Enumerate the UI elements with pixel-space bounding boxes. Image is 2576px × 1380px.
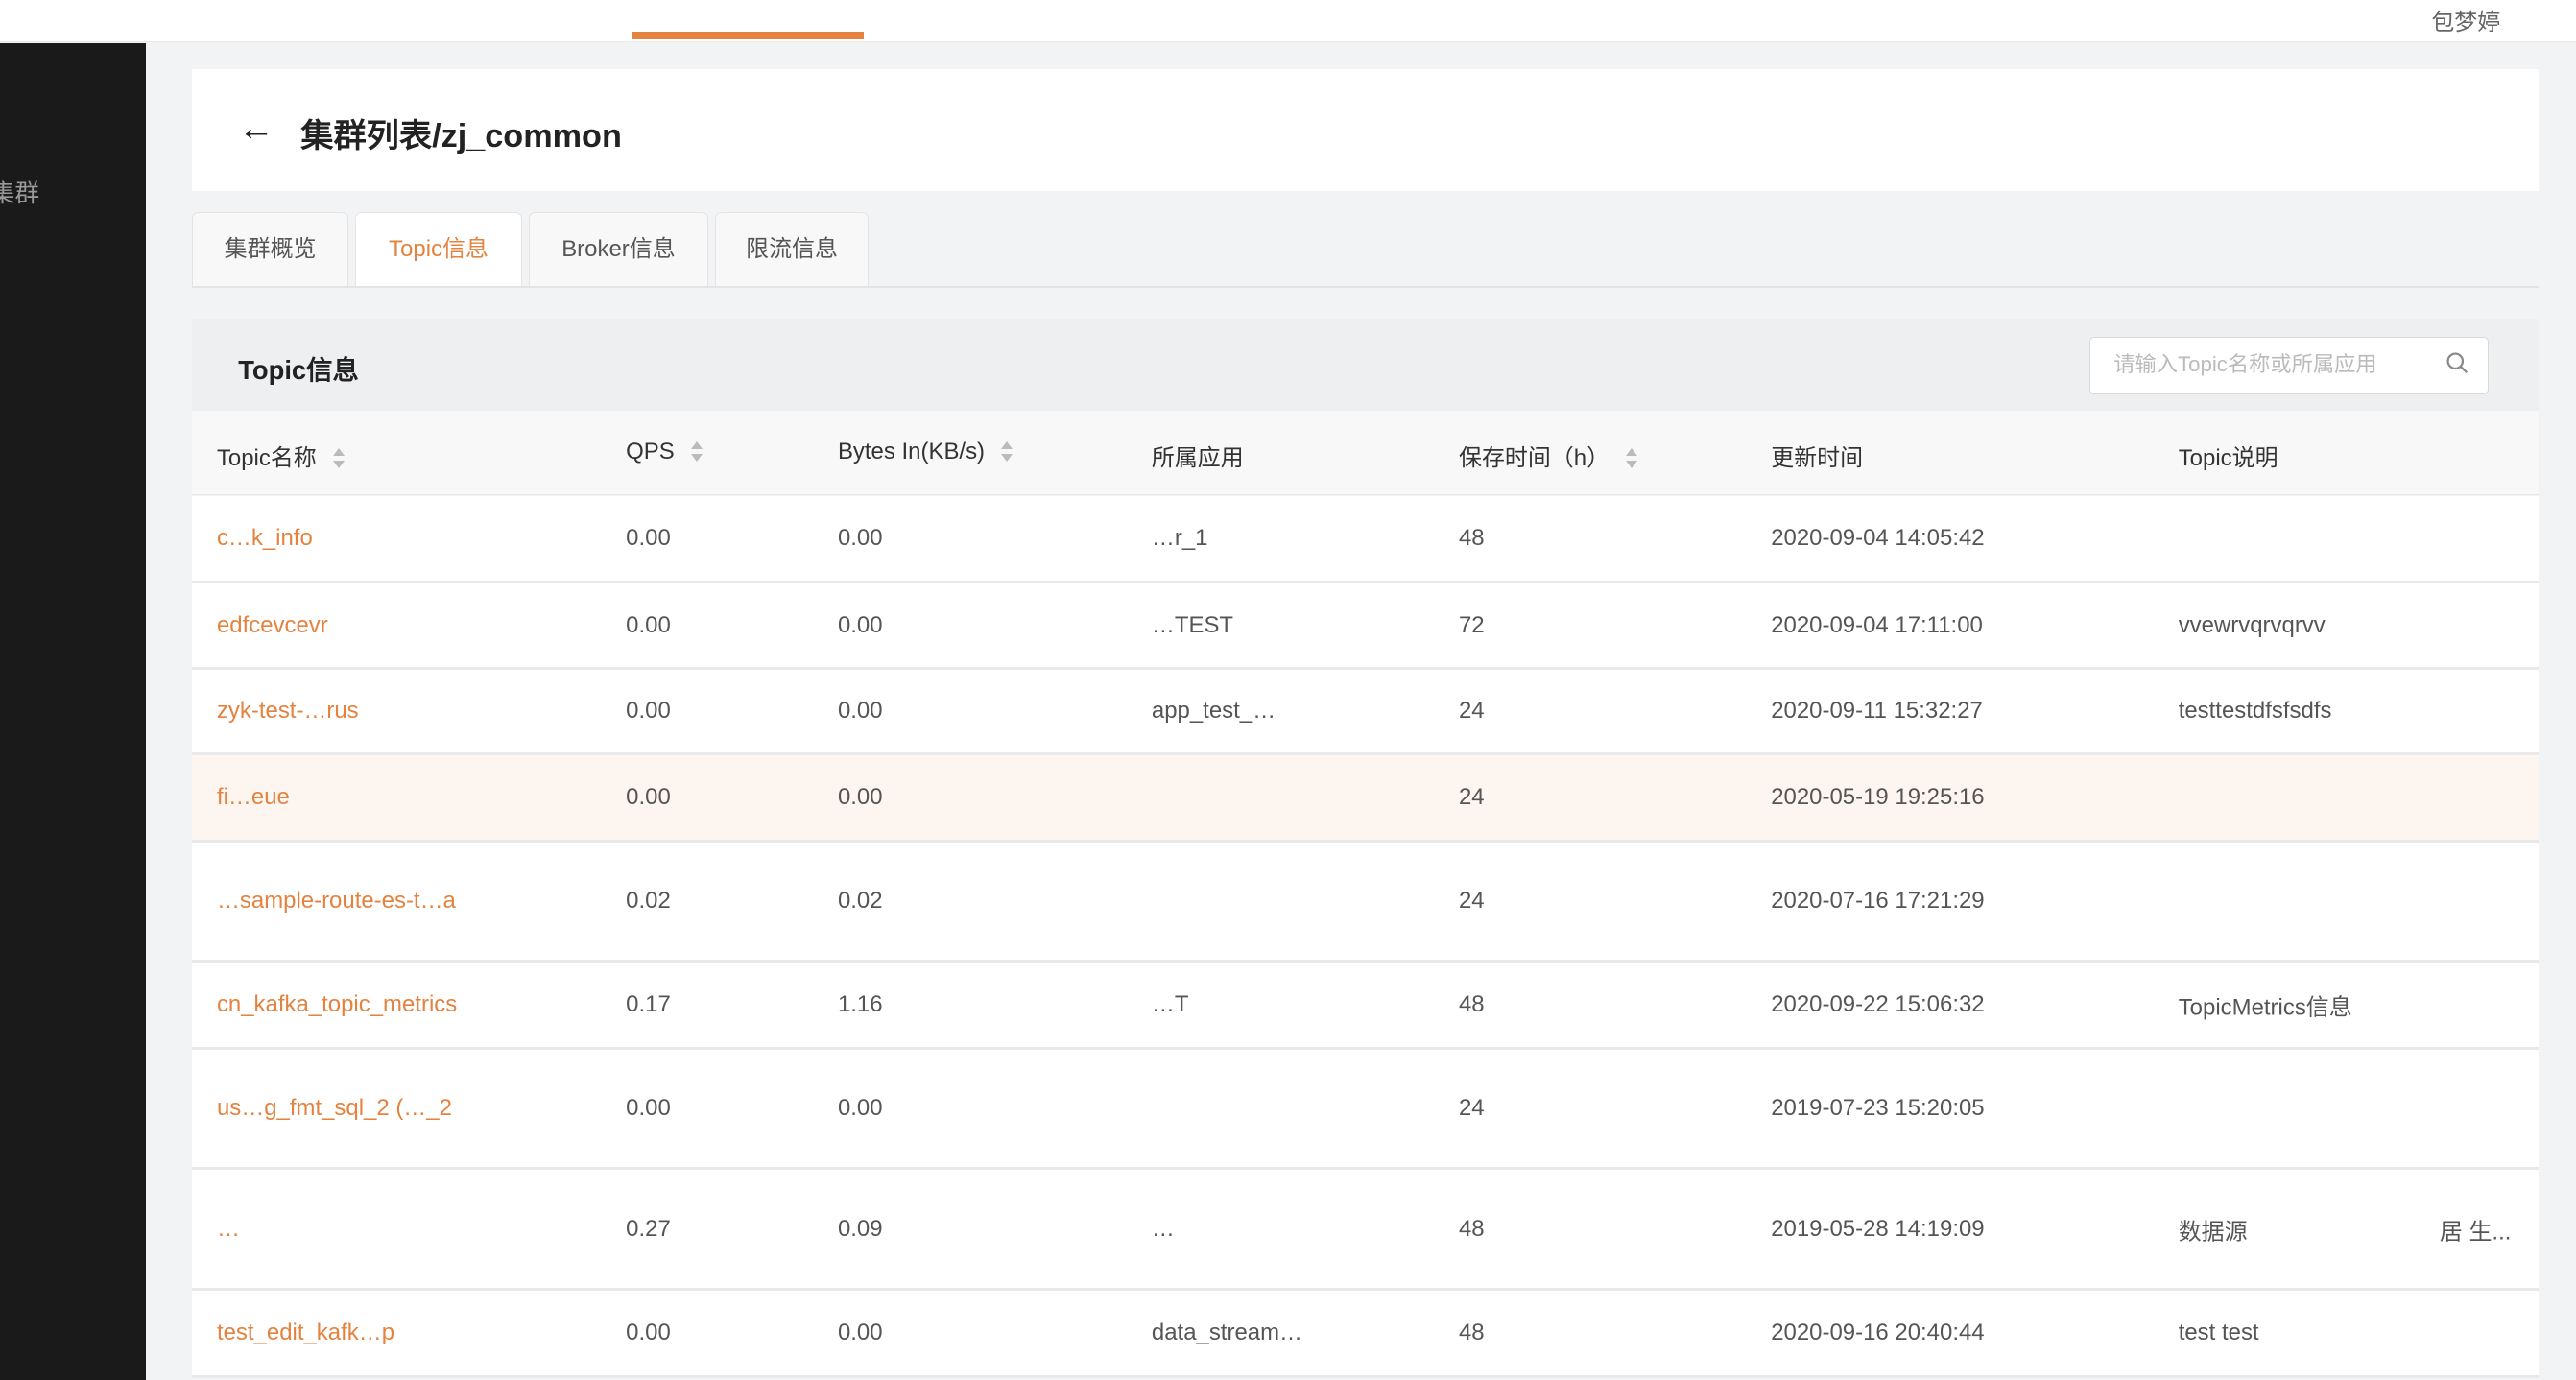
qps-cell: 0.00 — [626, 784, 671, 811]
retention-cell: 72 — [1458, 611, 1485, 638]
bytes-in-cell: 0.00 — [837, 784, 883, 811]
tab-cluster-overview[interactable]: 集群概览 — [192, 211, 348, 286]
table-row[interactable]: cn_kafka_topic_metrics 0.17 1.16 …T 48 2020-0… — [192, 963, 2539, 1050]
search-box[interactable] — [2089, 336, 2490, 394]
description-cell: testtestdfsfsdfs — [2178, 698, 2332, 725]
table-header: Topic名称 QPS Bytes In(KB/s) 所属应用 保存时间（h） … — [192, 410, 2539, 496]
description-cell: vvewrvqrvqrvv — [2178, 611, 2326, 638]
app-cell: …r_1 — [1151, 524, 1208, 551]
description-overflow-cell: 居 生... — [2439, 1219, 2512, 1246]
bytes-in-cell: 0.00 — [837, 1094, 883, 1121]
updated-time-cell: 2020-09-04 14:05:42 — [1771, 524, 1985, 551]
topic-name-link[interactable]: us…g_fmt_sql_2 (…_2 — [216, 1094, 452, 1121]
topic-name-link[interactable]: fi…eue — [216, 784, 290, 811]
column-header-qps[interactable]: QPS — [626, 439, 704, 465]
qps-cell: 0.00 — [626, 1320, 671, 1346]
updated-time-cell: 2020-09-04 17:11:00 — [1771, 611, 1983, 638]
qps-cell: 0.00 — [626, 698, 671, 725]
retention-cell: 24 — [1458, 888, 1485, 915]
search-input[interactable] — [2110, 350, 2429, 379]
table-row[interactable]: c…k_info 0.00 0.00 …r_1 48 2020-09-04 14:05:4… — [192, 495, 2539, 583]
topic-name-link[interactable]: … — [216, 1215, 240, 1242]
bytes-in-cell: 0.00 — [837, 698, 883, 725]
topic-name-link[interactable]: c…k_info — [216, 524, 313, 551]
updated-time-cell: 2020-09-11 15:32:27 — [1771, 698, 1983, 725]
topic-name-link[interactable]: zyk-test-…rus — [216, 698, 359, 725]
topic-name-link[interactable]: test_edit_kafk…p — [216, 1320, 395, 1346]
updated-time-cell: 2019-05-28 14:19:09 — [1771, 1215, 1985, 1242]
updated-time-cell: 2020-09-22 15:06:32 — [1771, 990, 1985, 1017]
bytes-in-cell: 0.00 — [837, 1320, 883, 1346]
updated-time-cell: 2020-05-19 19:25:16 — [1771, 784, 1985, 811]
qps-cell: 0.00 — [626, 1094, 671, 1121]
topic-name-link[interactable]: …sample-route-es-t…a — [216, 888, 456, 915]
table-row[interactable]: test_edit_kafk…p 0.00 0.00 data_stream… 48 20… — [192, 1291, 2539, 1379]
sort-icon[interactable] — [332, 447, 346, 471]
retention-cell: 24 — [1458, 784, 1485, 811]
column-header-updated: 更新时间 — [1771, 445, 1864, 472]
app-cell: app_test_… — [1151, 698, 1276, 725]
tab-topic-info[interactable]: Topic信息 — [354, 211, 523, 288]
app-cell: …TEST — [1151, 611, 1234, 638]
column-header-bytes-in[interactable]: Bytes In(KB/s) — [838, 439, 1014, 465]
table-row[interactable]: zyk-test-…rus 0.00 0.00 app_test_… 24 2020-09… — [192, 670, 2539, 756]
tab-divider — [192, 285, 2539, 288]
top-bar: 包梦婷 — [0, 0, 2576, 42]
updated-time-cell: 2020-09-16 20:40:44 — [1771, 1320, 1985, 1346]
retention-cell: 48 — [1458, 990, 1485, 1017]
topic-name-link[interactable]: cn_kafka_topic_metrics — [216, 991, 458, 1018]
sort-icon[interactable] — [1626, 447, 1639, 471]
page-title: 集群列表/zj_common — [300, 117, 622, 155]
app-cell: … — [1151, 1215, 1175, 1242]
table-row[interactable]: … 0.27 0.09 … 48 2019-05-28 14:19:09 数据源 居 生... — [192, 1169, 2539, 1292]
section-title: Topic信息 — [238, 354, 359, 385]
bytes-in-cell: 0.00 — [837, 611, 883, 638]
qps-cell: 0.00 — [626, 524, 671, 551]
qps-cell: 0.00 — [626, 611, 671, 638]
qps-cell: 0.02 — [626, 888, 671, 915]
bytes-in-cell: 0.00 — [837, 524, 883, 551]
topic-name-link[interactable]: edfcevcevr — [216, 611, 328, 638]
description-cell: test test — [2178, 1320, 2259, 1346]
description-cell: TopicMetrics信息 — [2178, 994, 2352, 1021]
retention-cell: 48 — [1458, 1320, 1485, 1346]
app-cell: …T — [1151, 990, 1189, 1017]
updated-time-cell: 2020-07-16 17:21:29 — [1771, 888, 1985, 915]
retention-cell: 48 — [1458, 524, 1485, 551]
bytes-in-cell: 0.09 — [837, 1215, 883, 1242]
tab-throttle-info[interactable]: 限流信息 — [714, 211, 870, 286]
section-header: Topic信息 — [192, 319, 2539, 411]
active-nav-indicator — [632, 31, 865, 40]
description-cell: 数据源 — [2178, 1219, 2248, 1246]
search-icon[interactable] — [2445, 351, 2469, 374]
table-row[interactable]: us…g_fmt_sql_2 (…_2 0.00 0.00 24 2019-07-23 … — [192, 1049, 2539, 1170]
table-row[interactable]: …sample-route-es-t…a 0.02 0.02 24 2020-07-16… — [192, 843, 2539, 964]
retention-cell: 24 — [1458, 698, 1485, 725]
column-header-app: 所属应用 — [1151, 445, 1244, 472]
app-cell: data_stream… — [1151, 1320, 1302, 1346]
tab-broker-info[interactable]: Broker信息 — [529, 211, 708, 286]
table-row[interactable]: edfcevcevr 0.00 0.00 …TEST 72 2020-09-04 17:1… — [192, 583, 2539, 671]
column-header-description: Topic说明 — [2178, 445, 2278, 472]
retention-cell: 48 — [1458, 1215, 1485, 1242]
qps-cell: 0.27 — [626, 1215, 671, 1242]
column-header-topic-name[interactable]: Topic名称 — [217, 439, 346, 472]
retention-cell: 24 — [1458, 1094, 1485, 1121]
bytes-in-cell: 1.16 — [837, 990, 883, 1017]
sidebar-item-cluster[interactable]: 集群 — [0, 180, 40, 208]
sort-icon[interactable] — [690, 440, 704, 464]
updated-time-cell: 2019-07-23 15:20:05 — [1771, 1094, 1985, 1121]
sort-icon[interactable] — [1001, 440, 1014, 464]
qps-cell: 0.17 — [626, 990, 671, 1017]
bytes-in-cell: 0.02 — [837, 888, 883, 915]
table-row[interactable]: fi…eue 0.00 0.00 24 2020-05-19 19:25:16 — [192, 755, 2539, 844]
back-arrow-icon[interactable]: ← — [238, 107, 274, 148]
page-header: ← 集群列表/zj_common — [192, 68, 2539, 191]
column-header-retention[interactable]: 保存时间（h） — [1459, 439, 1639, 472]
user-name[interactable]: 包梦婷 — [2431, 10, 2501, 36]
sidebar: 集群 — [0, 42, 147, 1380]
